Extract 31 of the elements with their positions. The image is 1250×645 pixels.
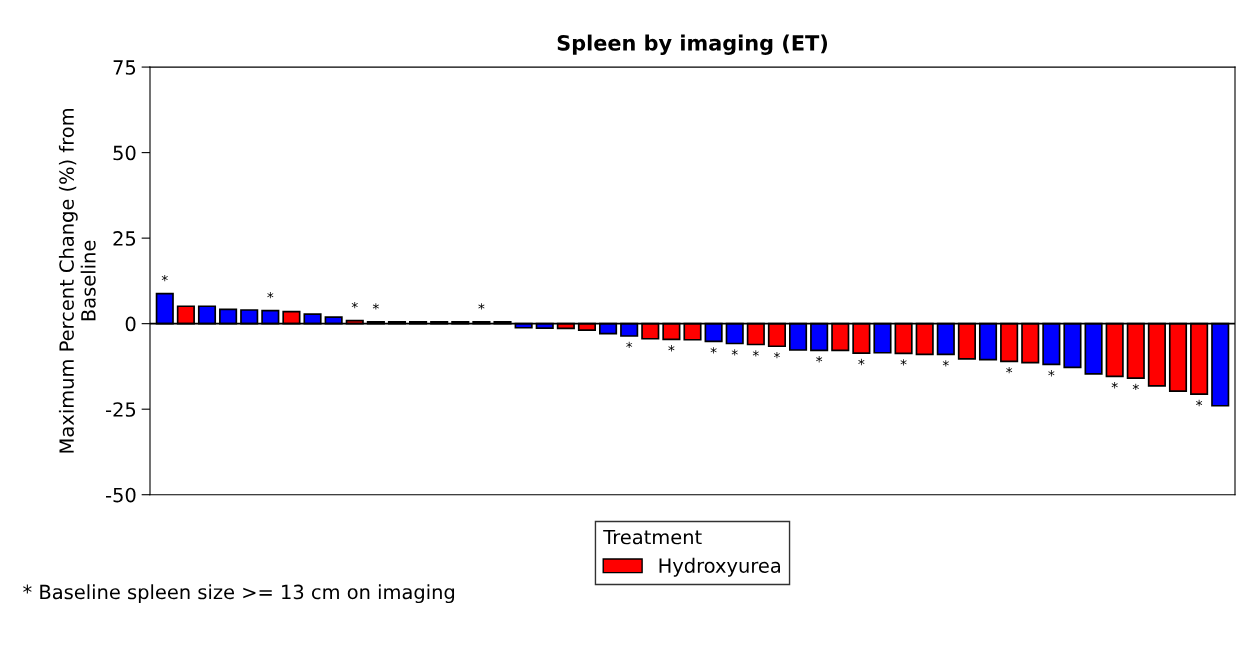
y-tick-label: -50 <box>106 487 136 503</box>
legend-label: Hydroxyurea <box>659 557 780 577</box>
y-tick-label: 50 <box>113 145 136 161</box>
data-label: * <box>668 345 675 352</box>
y-tick-label: 75 <box>113 60 136 75</box>
y-tick-label: 25 <box>113 231 136 246</box>
data-label: * <box>816 356 823 363</box>
data-label: * <box>478 303 485 310</box>
text: * Baseline spleen size >= 13 cm on imaging <box>23 584 455 604</box>
data-label: * <box>900 359 907 366</box>
y-axis-title: Maximum Percent Change (%) from Baseline <box>58 109 96 453</box>
legend-title: Treatment <box>603 529 702 545</box>
data-label: * <box>351 301 358 309</box>
data-label: * <box>1048 370 1055 377</box>
data-label: * <box>161 274 168 282</box>
y-tick-label: 0 <box>125 316 136 332</box>
data-label: * <box>942 360 949 367</box>
data-label: * <box>1111 382 1118 389</box>
data-label: * <box>773 351 780 359</box>
y-tick-label: -25 <box>106 402 136 417</box>
data-label: * <box>1006 367 1013 374</box>
data-label: * <box>858 358 865 366</box>
data-label: * <box>372 303 379 310</box>
data-label: * <box>1196 399 1203 407</box>
data-label: * <box>752 350 759 357</box>
data-label: * <box>1132 383 1139 391</box>
chart-title: Spleen by imaging (ET) <box>557 34 828 55</box>
data-label: * <box>267 291 274 299</box>
data-label: * <box>626 341 633 349</box>
data-label: * <box>710 347 717 354</box>
data-label: * <box>731 349 738 356</box>
